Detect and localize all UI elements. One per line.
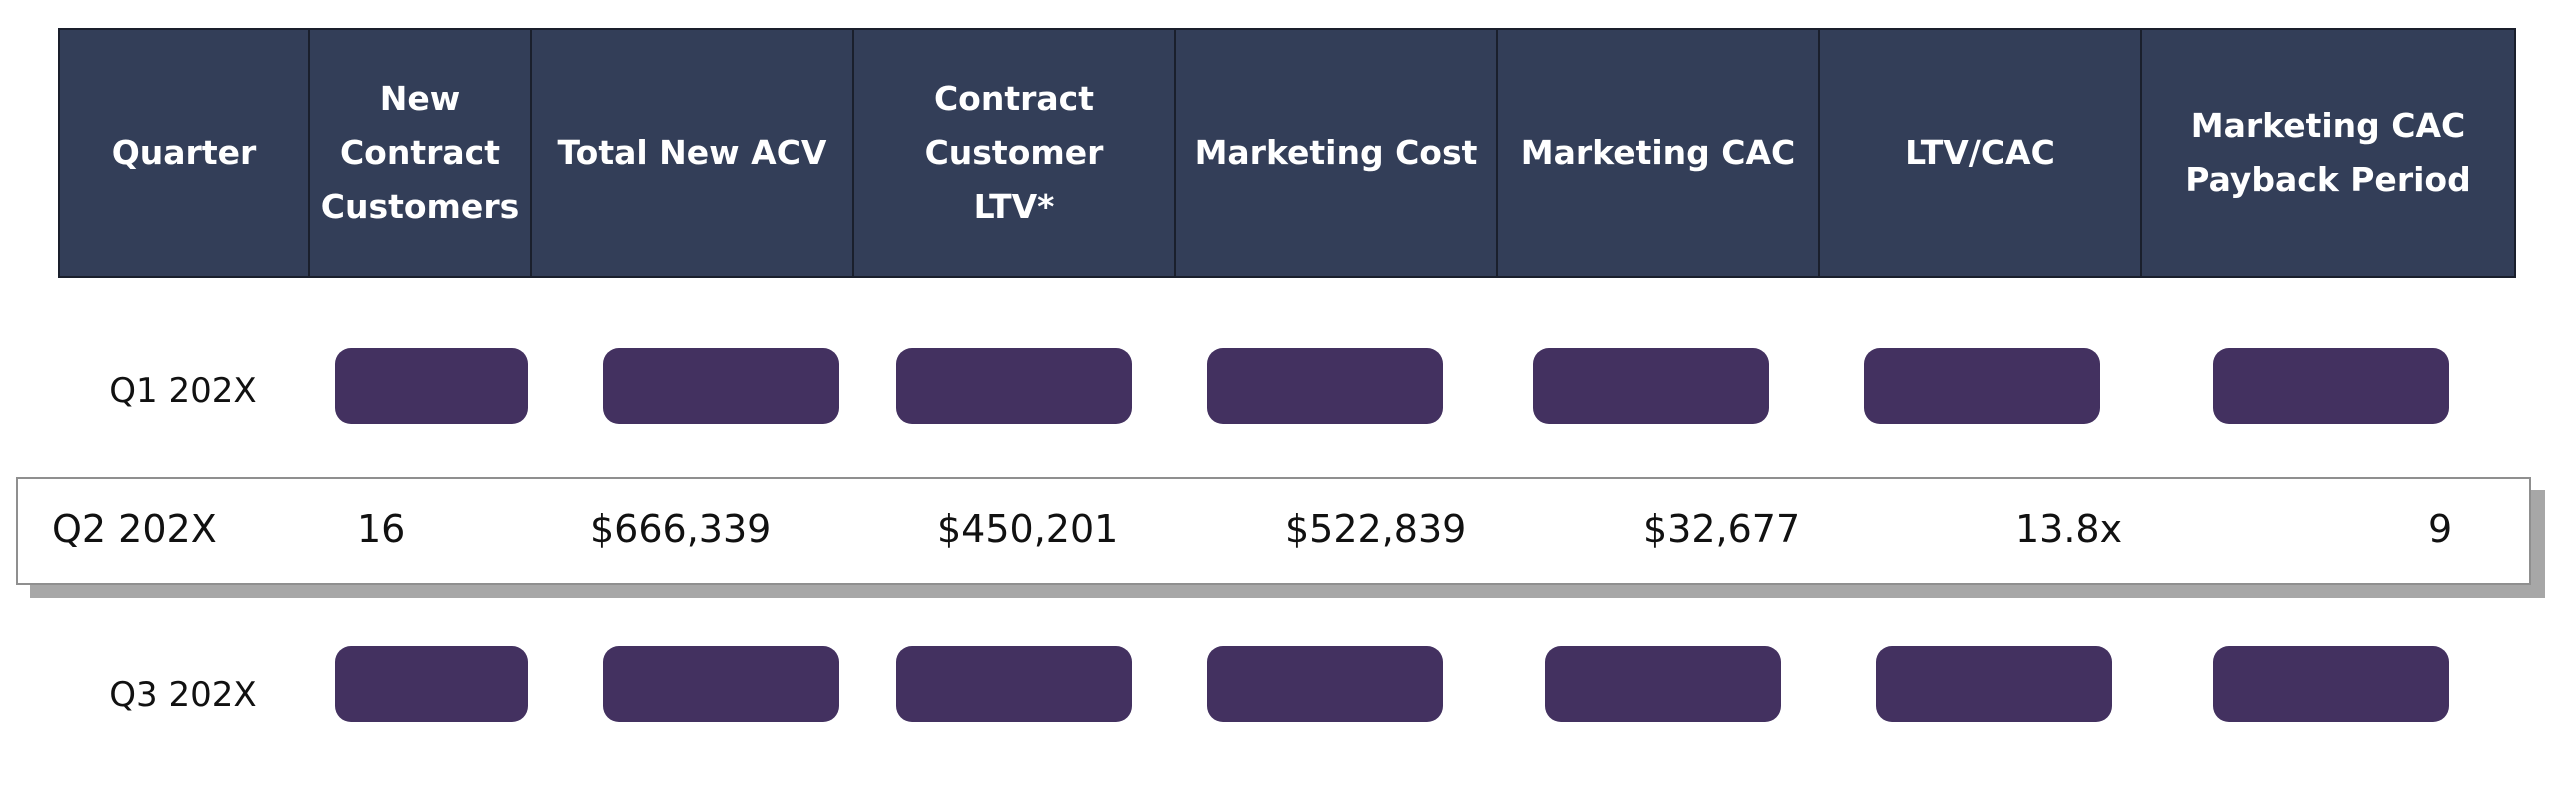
redacted-cell <box>896 348 1132 424</box>
redacted-cell <box>1545 646 1781 722</box>
header-quarter: Quarter <box>111 133 257 172</box>
row-label-q2: Q2 202X <box>52 507 217 551</box>
cell-marketing-cost: $522,839 <box>1285 507 1467 551</box>
redacted-cell <box>1207 348 1443 424</box>
redacted-cell <box>335 646 528 722</box>
redacted-cell <box>2213 646 2449 722</box>
header-ltv-cac: LTV/CAC <box>1818 30 2140 276</box>
header-marketing-cac: Marketing CAC <box>1496 30 1818 276</box>
redacted-cell <box>896 646 1132 722</box>
table-row-q2 <box>16 477 2531 585</box>
redacted-cell <box>2213 348 2449 424</box>
redacted-cell <box>1207 646 1443 722</box>
redacted-cell <box>603 646 839 722</box>
redacted-cell <box>1876 646 2112 722</box>
cell-ltv-cac: 13.8x <box>2015 507 2123 551</box>
redacted-cell <box>335 348 528 424</box>
header-contract-customer-ltv: Contract Customer LTV* <box>852 30 1174 276</box>
header-marketing-cost: Marketing Cost <box>1174 30 1496 276</box>
row-label-q1: Q1 202X <box>109 371 257 411</box>
header-payback-period: Marketing CAC Payback Period <box>2140 30 2514 276</box>
cell-marketing-cac: $32,677 <box>1643 507 1801 551</box>
cell-payback-period: 9 <box>2428 507 2453 551</box>
header-new-contract-customers: New Contract Customers <box>308 30 530 276</box>
redacted-cell <box>1864 348 2100 424</box>
table-header: Quarter New Contract Customers Total New… <box>58 28 2516 278</box>
cell-contract-customer-ltv: $450,201 <box>937 507 1119 551</box>
redacted-cell <box>1533 348 1769 424</box>
header-total-new-acv: Total New ACV <box>530 30 852 276</box>
cell-new-contract-customers: 16 <box>357 507 406 551</box>
redacted-cell <box>603 348 839 424</box>
row-label-q3: Q3 202X <box>109 675 257 715</box>
cell-total-new-acv: $666,339 <box>590 507 772 551</box>
